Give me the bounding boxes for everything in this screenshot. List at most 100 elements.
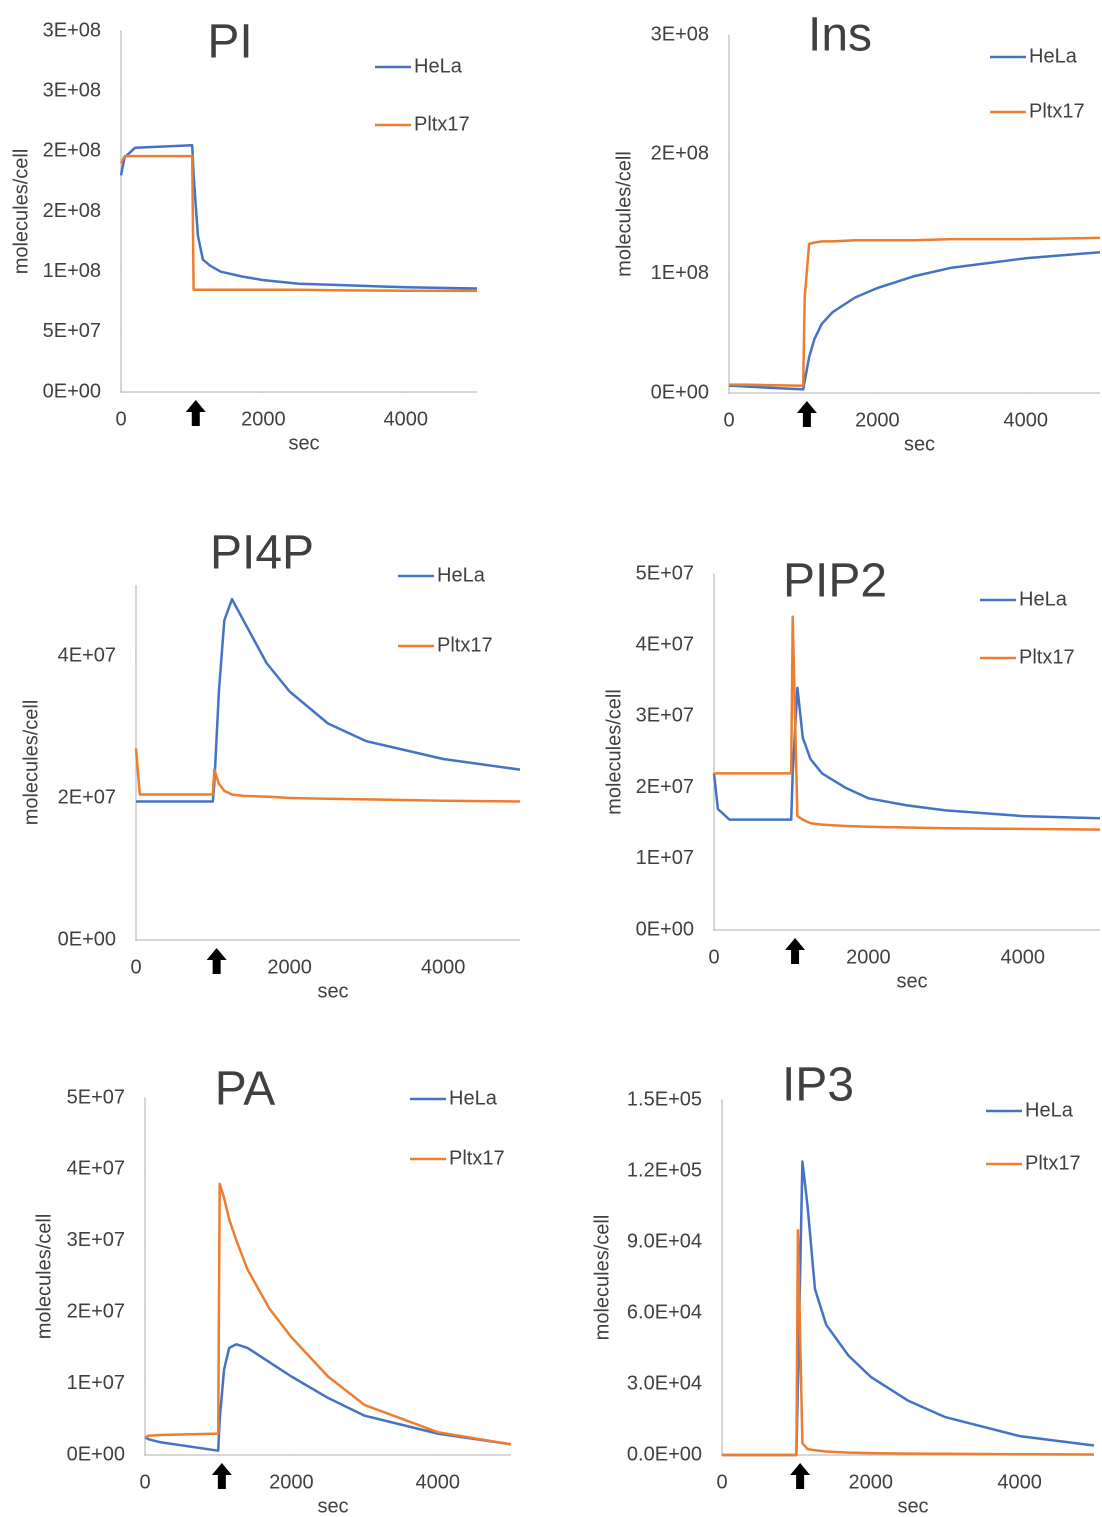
legend-label: Pltx17 [1019,646,1075,668]
y-axis-label: molecules/cell [591,1215,613,1341]
y-tick-label: 3E+08 [43,79,101,101]
legend-label: HeLa [1029,45,1078,67]
y-tick-label: 1E+07 [67,1372,125,1394]
y-tick-label: 2E+08 [651,143,709,165]
y-tick-label: 0.0E+00 [627,1443,702,1465]
stimulus-arrow [206,948,227,974]
x-axis-label: sec [897,1495,928,1517]
y-tick-label: 4E+07 [636,633,694,655]
x-tick-label: 0 [115,408,126,430]
chart-title: PI [207,16,252,69]
series-line [119,154,478,293]
x-tick-label: 2000 [267,956,312,978]
y-tick-label: 6.0E+04 [627,1301,702,1323]
y-tick-label: 0E+00 [58,928,116,950]
y-tick-label: 3.0E+04 [627,1372,702,1394]
legend-label: HeLa [1025,1099,1074,1121]
stimulus-arrow [785,938,806,964]
y-tick-label: 2E+08 [43,200,101,222]
y-tick-label: 5E+07 [43,320,101,342]
series-line [722,1228,1095,1457]
chart-title: IP3 [782,1059,854,1112]
series-line [136,597,521,803]
panel: 0E+00 1E+07 2E+07 3E+07 4E+07 5E+07 0 2000 4000 s… [603,555,1101,992]
y-tick-label: 0E+00 [636,918,694,940]
x-tick-label: 0 [708,946,719,968]
x-axis-label: sec [904,433,935,455]
y-tick-label: 1E+08 [651,262,709,284]
x-tick-label: 0 [716,1471,727,1493]
y-tick-label: 5E+07 [636,562,694,584]
x-tick-label: 2000 [849,1471,894,1493]
y-tick-label: 1.5E+05 [627,1088,702,1110]
x-tick-label: 4000 [421,956,466,978]
x-tick-label: 2000 [846,946,891,968]
chart-title: PI4P [210,527,314,580]
stimulus-arrow [185,400,206,426]
y-tick-label: 0E+00 [67,1443,125,1465]
panel: 0E+00 2E+07 4E+07 0 2000 4000 sec molecules/cel… [20,527,521,1002]
x-tick-label: 4000 [416,1471,461,1493]
chart-title: PA [215,1063,275,1116]
x-axis-label: sec [288,432,319,454]
legend-label: HeLa [449,1087,498,1109]
legend-label: HeLa [1019,588,1068,610]
y-tick-label: 4E+07 [67,1158,125,1180]
x-axis-label: sec [896,970,927,992]
series-line [119,144,478,290]
y-tick-label: 2E+07 [58,786,116,808]
y-tick-label: 0E+00 [43,380,101,402]
y-tick-label: 3E+08 [651,23,709,45]
y-tick-label: 3E+07 [67,1229,125,1251]
y-tick-label: 0E+00 [651,381,709,403]
series-line [134,748,521,803]
x-tick-label: 0 [130,956,141,978]
y-axis-label: molecules/cell [20,700,42,826]
x-tick-label: 0 [139,1471,150,1493]
series-line [144,1182,512,1446]
x-tick-label: 4000 [384,408,429,430]
y-tick-label: 1E+07 [636,847,694,869]
x-axis-label: sec [317,1495,348,1517]
x-axis-label: sec [317,980,348,1002]
y-tick-label: 2E+08 [43,140,101,162]
y-axis-label: molecules/cell [603,689,625,815]
stimulus-arrow [796,401,817,427]
panel: 0E+00 1E+08 2E+08 3E+08 0 2000 4000 sec molecule… [613,9,1101,455]
legend-label: Pltx17 [437,634,493,656]
x-tick-label: 4000 [997,1471,1042,1493]
chart-title: PIP2 [783,555,887,608]
y-tick-label: 9.0E+04 [627,1230,702,1252]
stimulus-arrow [790,1463,811,1489]
series-line [722,1160,1095,1457]
y-tick-label: 2E+07 [67,1300,125,1322]
legend-label: HeLa [437,564,486,586]
legend-label: Pltx17 [1029,100,1085,122]
y-tick-label: 1.2E+05 [627,1159,702,1181]
series-line [729,250,1101,391]
legend-label: Pltx17 [449,1147,505,1169]
y-axis-label: molecules/cell [613,151,635,277]
x-tick-label: 0 [723,409,734,431]
panel: 0E+00 1E+07 2E+07 3E+07 4E+07 5E+07 0 2000 4000 s… [33,1063,512,1517]
x-tick-label: 4000 [1004,409,1049,431]
legend-label: Pltx17 [1025,1152,1081,1174]
y-tick-label: 3E+08 [43,19,101,41]
y-axis-label: molecules/cell [33,1214,55,1340]
series-line [729,236,1101,388]
x-tick-label: 4000 [1001,946,1046,968]
series-line [144,1343,512,1452]
legend-label: HeLa [414,55,463,77]
y-tick-label: 4E+07 [58,644,116,666]
y-axis-label: molecules/cell [10,149,32,275]
legend-label: Pltx17 [414,113,470,135]
x-tick-label: 2000 [269,1471,314,1493]
x-tick-label: 2000 [855,409,900,431]
y-tick-label: 5E+07 [67,1086,125,1108]
series-line [712,686,1101,821]
series-line [714,615,1101,831]
panel: 0E+00 5E+07 1E+08 2E+08 2E+08 3E+08 3E+08 0 2000… [10,16,478,454]
panel: 0.0E+00 3.0E+04 6.0E+04 9.0E+04 1.2E+05 1.5E+… [591,1059,1095,1517]
y-tick-label: 3E+07 [636,705,694,727]
